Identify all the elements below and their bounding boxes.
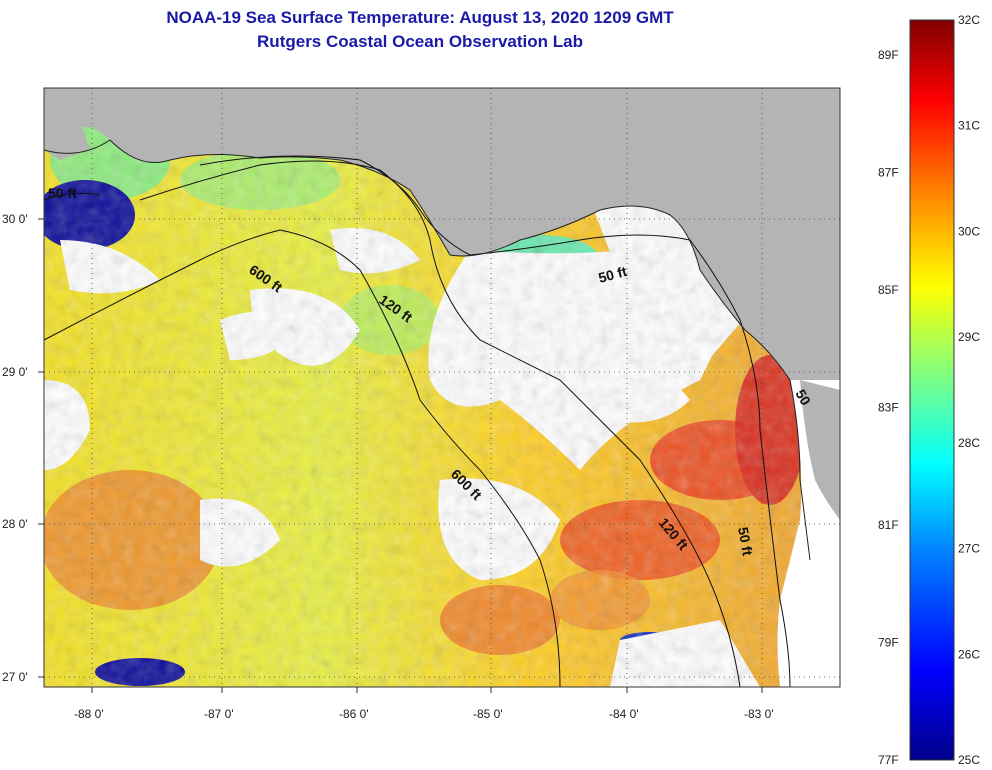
plot-frame <box>43 87 841 688</box>
contour-label: 50 ft <box>48 185 77 201</box>
chart-title: NOAA-19 Sea Surface Temperature: August … <box>166 8 674 27</box>
lat-tick-label: 30 0' <box>2 212 28 226</box>
lon-tick-label: -84 0' <box>609 707 639 721</box>
contour-label: 50 <box>792 387 814 409</box>
lat-tick-label: 27 0' <box>2 670 28 684</box>
contour-label: 50 ft <box>597 263 629 286</box>
lat-tick-label: 29 0' <box>2 365 28 379</box>
lon-tick-label: -88 0' <box>74 707 104 721</box>
contour-label: 50 ft <box>735 526 756 557</box>
lon-tick-label: -83 0' <box>744 707 774 721</box>
land-mass <box>44 120 90 160</box>
contour-120ft <box>139 160 741 687</box>
lon-tick-label: -86 0' <box>339 707 369 721</box>
land-mass <box>800 380 840 520</box>
coastline <box>44 139 811 561</box>
lat-tick-label: 28 0' <box>2 517 28 531</box>
lon-tick-label: -87 0' <box>204 707 234 721</box>
land-mass <box>44 88 840 540</box>
lon-tick-label: -85 0' <box>473 707 503 721</box>
chart-subtitle: Rutgers Coastal Ocean Observation Lab <box>257 32 583 51</box>
contour-600ft <box>44 229 561 687</box>
contour-50ft-west <box>44 192 101 201</box>
axis-ticks <box>38 218 763 693</box>
land-cloud <box>800 520 840 687</box>
map-plot-area: 50 ft 600 ft 120 ft 50 ft 600 ft 120 ft … <box>44 88 840 687</box>
